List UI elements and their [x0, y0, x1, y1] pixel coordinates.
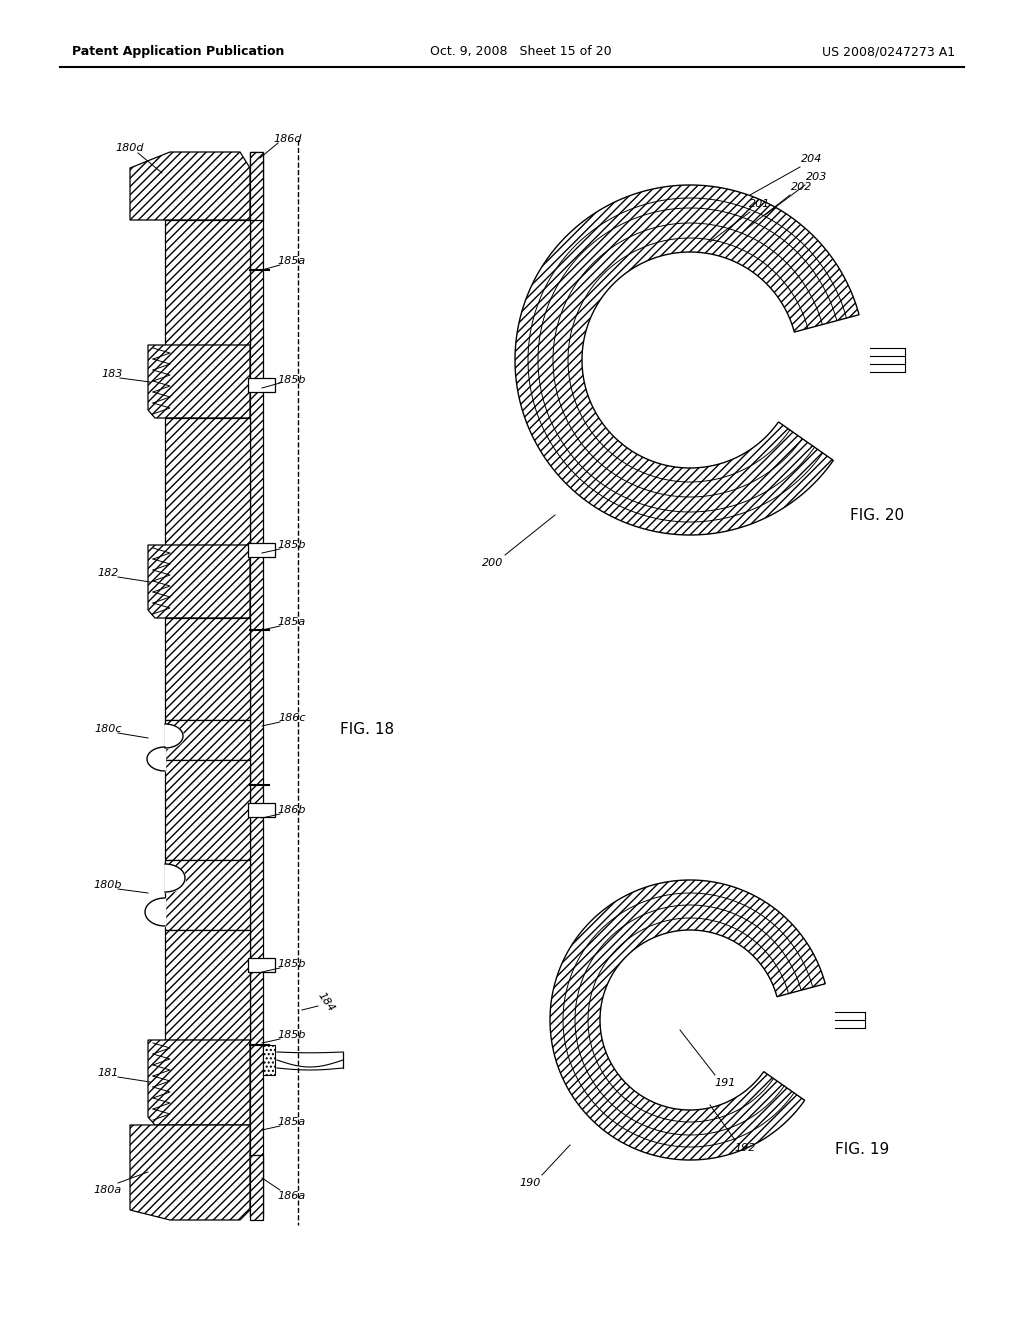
- Text: 201: 201: [750, 199, 771, 209]
- Text: 183: 183: [101, 370, 123, 379]
- Bar: [248, 378, 275, 392]
- Text: 185b: 185b: [278, 960, 306, 969]
- Bar: [165, 719, 250, 760]
- Text: 185b: 185b: [278, 540, 306, 550]
- Bar: [250, 152, 263, 1217]
- Text: US 2008/0247273 A1: US 2008/0247273 A1: [822, 45, 955, 58]
- Text: 202: 202: [792, 182, 813, 191]
- Text: 182: 182: [97, 568, 119, 578]
- Bar: [248, 543, 275, 557]
- Bar: [250, 152, 263, 220]
- Polygon shape: [550, 880, 825, 1160]
- Text: FIG. 19: FIG. 19: [835, 1143, 889, 1158]
- Text: 184: 184: [315, 990, 336, 1014]
- Bar: [165, 220, 250, 345]
- Text: Patent Application Publication: Patent Application Publication: [72, 45, 285, 58]
- Text: 185a: 185a: [278, 1117, 306, 1127]
- Bar: [248, 958, 275, 972]
- Bar: [165, 931, 250, 1040]
- Text: 186d: 186d: [273, 135, 302, 144]
- Bar: [165, 760, 250, 861]
- Bar: [248, 803, 275, 817]
- Bar: [165, 618, 250, 719]
- Bar: [250, 1155, 263, 1220]
- Text: 180b: 180b: [94, 880, 122, 890]
- Text: 180c: 180c: [94, 723, 122, 734]
- Text: 200: 200: [482, 558, 504, 568]
- Bar: [165, 418, 250, 545]
- Bar: [165, 861, 250, 931]
- Text: 185a: 185a: [278, 616, 306, 627]
- Polygon shape: [515, 185, 859, 535]
- Polygon shape: [148, 345, 250, 418]
- Bar: [263, 1045, 275, 1074]
- Text: 186b: 186b: [278, 805, 306, 814]
- Text: 186c: 186c: [279, 713, 306, 723]
- Text: 204: 204: [802, 154, 822, 164]
- Text: 185b: 185b: [278, 375, 306, 385]
- Polygon shape: [148, 1040, 250, 1125]
- Text: 185a: 185a: [278, 256, 306, 267]
- Text: 203: 203: [806, 172, 827, 182]
- Polygon shape: [148, 545, 250, 618]
- Text: 180d: 180d: [116, 143, 144, 153]
- Text: 192: 192: [734, 1143, 756, 1152]
- Polygon shape: [130, 1125, 250, 1220]
- Text: 180a: 180a: [94, 1185, 122, 1195]
- Text: FIG. 20: FIG. 20: [850, 507, 904, 523]
- Text: 185b: 185b: [278, 1030, 306, 1040]
- Text: 181: 181: [97, 1068, 119, 1078]
- Polygon shape: [130, 152, 250, 220]
- Text: Oct. 9, 2008   Sheet 15 of 20: Oct. 9, 2008 Sheet 15 of 20: [430, 45, 611, 58]
- Text: FIG. 18: FIG. 18: [340, 722, 394, 738]
- Text: 186a: 186a: [278, 1191, 306, 1201]
- Text: 191: 191: [715, 1078, 735, 1088]
- Text: 190: 190: [519, 1177, 541, 1188]
